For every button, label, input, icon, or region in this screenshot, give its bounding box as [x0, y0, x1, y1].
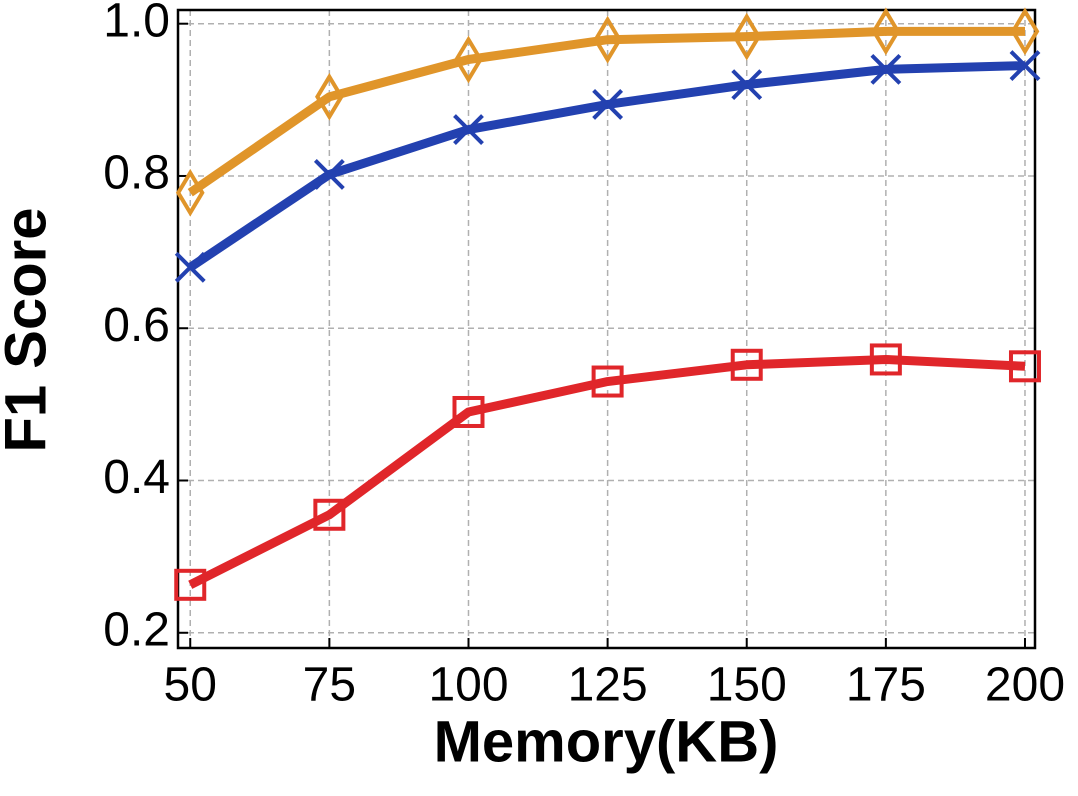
y-axis-label: F1 Score: [0, 208, 58, 453]
marker: [593, 15, 622, 64]
y-tick-label: 0.6: [103, 299, 170, 352]
y-tick-label: 0.4: [103, 451, 170, 504]
marker: [591, 365, 624, 398]
y-tick-label: 1.0: [103, 0, 170, 47]
y-tick-label: 0.8: [103, 147, 170, 200]
x-tick-label: 75: [303, 659, 356, 712]
marker: [870, 53, 902, 85]
x-tick-label: 50: [164, 659, 217, 712]
marker: [1009, 50, 1041, 81]
marker: [313, 498, 346, 531]
marker: [454, 35, 483, 84]
series-line: [187, 26, 1025, 197]
marker: [1008, 350, 1041, 383]
x-axis-label: Memory(KB): [434, 709, 779, 774]
x-tick-label: 150: [707, 659, 787, 712]
plot-frame: [176, 8, 1037, 650]
marker: [871, 7, 901, 56]
x-tick-label: 125: [568, 659, 648, 712]
marker: [730, 348, 763, 381]
x-tick-label: 200: [985, 659, 1065, 712]
marker: [869, 343, 902, 376]
marker: [313, 159, 345, 190]
marker: [732, 12, 762, 61]
x-tick-label: 175: [846, 659, 926, 712]
marker: [315, 72, 344, 121]
y-tick-label: 0.2: [103, 603, 170, 656]
marker: [175, 168, 205, 217]
x-tick-label: 100: [428, 659, 508, 712]
marker: [731, 69, 763, 101]
marker: [452, 395, 485, 428]
marker: [174, 568, 207, 601]
marker: [1010, 7, 1040, 56]
series-line: [188, 354, 1026, 589]
marker: [174, 251, 206, 283]
marker: [453, 114, 484, 145]
marker: [592, 88, 624, 120]
